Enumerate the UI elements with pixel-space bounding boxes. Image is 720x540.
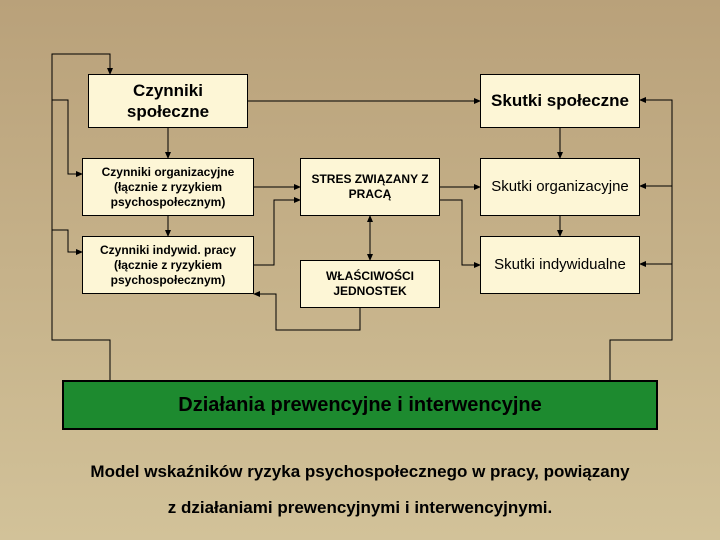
caption-line-1: Model wskaźników ryzyka psychospołeczneg… bbox=[0, 462, 720, 482]
box-label: Czynniki indywid. pracy (łącznie z ryzyk… bbox=[91, 243, 245, 288]
box-label: Skutki organizacyjne bbox=[489, 178, 631, 197]
box-stres: STRES ZWIĄZANY Z PRACĄ bbox=[300, 158, 440, 216]
action-band: Działania prewencyjne i interwencyjne bbox=[62, 380, 658, 430]
caption-text: Model wskaźników ryzyka psychospołeczneg… bbox=[90, 462, 629, 481]
box-label: STRES ZWIĄZANY Z PRACĄ bbox=[309, 172, 431, 202]
band-label: Działania prewencyjne i interwencyjne bbox=[178, 394, 541, 417]
box-label: Czynniki społeczne bbox=[97, 80, 239, 123]
diagram-stage: Czynniki społeczne Skutki społeczne Czyn… bbox=[0, 0, 720, 540]
box-czynniki-spoleczne: Czynniki społeczne bbox=[88, 74, 248, 128]
box-skutki-spoleczne: Skutki społeczne bbox=[480, 74, 640, 128]
box-czynniki-organizacyjne: Czynniki organizacyjne (łącznie z ryzyki… bbox=[82, 158, 254, 216]
caption-text: z działaniami prewencyjnymi i interwency… bbox=[168, 498, 553, 517]
box-label: Skutki społeczne bbox=[489, 90, 631, 111]
box-label: Czynniki organizacyjne (łącznie z ryzyki… bbox=[91, 165, 245, 210]
box-wlasciwosci-jednostek: WŁAŚCIWOŚCI JEDNOSTEK bbox=[300, 260, 440, 308]
box-label: WŁAŚCIWOŚCI JEDNOSTEK bbox=[309, 269, 431, 299]
box-skutki-organizacyjne: Skutki organizacyjne bbox=[480, 158, 640, 216]
box-label: Skutki indywidualne bbox=[489, 256, 631, 275]
box-czynniki-indywidualne: Czynniki indywid. pracy (łącznie z ryzyk… bbox=[82, 236, 254, 294]
box-skutki-indywidualne: Skutki indywidualne bbox=[480, 236, 640, 294]
caption-line-2: z działaniami prewencyjnymi i interwency… bbox=[0, 498, 720, 518]
